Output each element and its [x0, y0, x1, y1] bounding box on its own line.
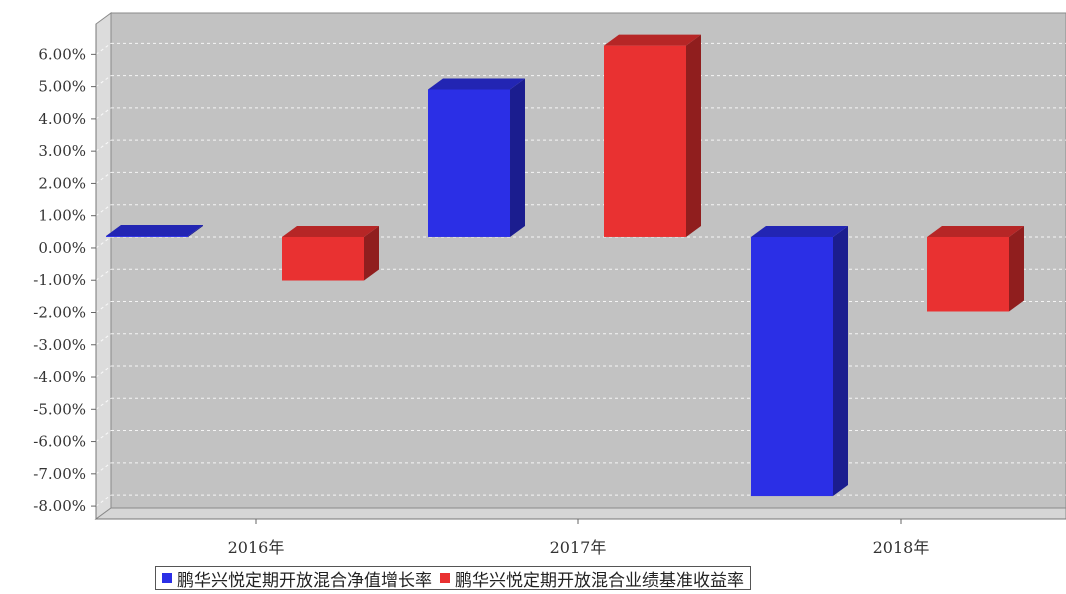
legend-swatch-series-1: [162, 573, 172, 583]
y-tick-label: -8.00%: [33, 497, 86, 515]
legend-label-series-2: 鹏华兴悦定期开放混合业绩基准收益率: [455, 570, 744, 591]
plot-area: [94, 12, 1066, 520]
bar-side: [686, 34, 701, 237]
bar-side: [510, 78, 525, 237]
bar-side: [364, 225, 379, 281]
bar-top: [604, 34, 701, 46]
x-tick-label: 2018年: [873, 538, 930, 557]
legend: 鹏华兴悦定期开放混合净值增长率 鹏华兴悦定期开放混合业绩基准收益率: [155, 566, 751, 591]
bar-2-3: [927, 225, 1024, 312]
y-tick-label: -1.00%: [33, 271, 86, 289]
bar-top: [282, 225, 379, 237]
bar-2-2: [604, 34, 701, 237]
bars: [106, 34, 1024, 497]
y-tick-label: -5.00%: [33, 400, 86, 418]
y-axis: 6.00% 5.00% 4.00% 3.00% 2.00% 1.00% 0.00% -1.00…: [33, 24, 97, 519]
bar-front: [282, 236, 364, 281]
legend-item-series-2: 鹏华兴悦定期开放混合业绩基准收益率: [440, 566, 744, 591]
bar-1-2: [428, 78, 525, 237]
y-tick-label: 2.00%: [38, 174, 86, 192]
legend-swatch-series-2: [440, 573, 450, 583]
bar-top: [106, 224, 203, 236]
legend-label-series-1: 鹏华兴悦定期开放混合净值增长率: [177, 570, 432, 591]
bar-side: [188, 224, 203, 237]
bar-2-1: [282, 225, 379, 281]
y-tick-label: 4.00%: [38, 110, 86, 128]
y-tick-label: -3.00%: [33, 336, 86, 354]
x-tick-label: 2017年: [550, 538, 607, 557]
plot-back-wall: [110, 12, 1066, 509]
x-tick-label: 2016年: [228, 538, 285, 557]
bar-1-3: [751, 225, 848, 497]
legend-item-series-1: 鹏华兴悦定期开放混合净值增长率: [162, 566, 432, 591]
bar-front: [106, 235, 188, 237]
bar-front: [604, 45, 686, 237]
y-tick-label: -4.00%: [33, 368, 86, 386]
bar-1-1: [106, 224, 203, 237]
bar-top: [927, 225, 1024, 237]
bar-side: [833, 225, 848, 497]
bar-front: [927, 236, 1009, 312]
y-tick-label: -6.00%: [33, 433, 86, 451]
bar-side: [1009, 225, 1024, 312]
x-axis: 2016年 2017年 2018年: [96, 518, 1066, 557]
bar-top: [751, 225, 848, 237]
plot-floor: [94, 507, 1066, 520]
plot-left-wall: [95, 12, 112, 520]
y-tick-label: 1.00%: [38, 207, 86, 225]
bar-front: [751, 236, 833, 497]
y-tick-label: 0.00%: [38, 239, 86, 257]
y-tick-label: 5.00%: [38, 78, 86, 96]
y-tick-label: 3.00%: [38, 142, 86, 160]
y-tick-label: -7.00%: [33, 465, 86, 483]
bar-front: [428, 89, 510, 237]
y-tick-label: -2.00%: [33, 303, 86, 321]
y-tick-label: 6.00%: [38, 45, 86, 63]
bar-top: [428, 78, 525, 90]
